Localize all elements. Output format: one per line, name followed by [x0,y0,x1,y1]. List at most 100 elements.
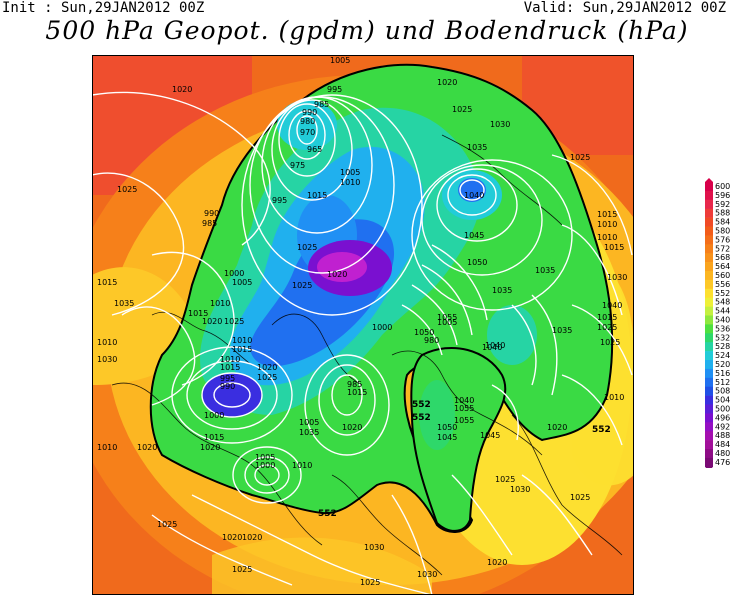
isobar-label: 1010 [604,393,624,402]
isobar-label: 1025 [495,475,515,484]
isobar-label: 1015 [188,309,208,318]
isobar-label: 1015 [220,363,240,372]
isobar-label: 1045 [464,231,484,240]
colorbar-swatch [705,253,713,263]
isobar-label: 1020 [172,85,192,94]
isobar-label: 995 [220,374,235,383]
isobar-label: 1010 [210,299,230,308]
colorbar-label: 500 [715,405,730,414]
colorbar-label: 560 [715,271,730,280]
isobar-label: 980 [300,117,315,126]
colorbar-label: 532 [715,333,730,342]
isobar-label: 1000 [204,411,224,420]
colorbar-label: 524 [715,351,730,360]
isobar-label: 1030 [490,120,510,129]
colorbar-label: 516 [715,369,730,378]
colorbar-swatch [705,199,713,209]
isobar-label: 1010 [597,233,617,242]
colorbar-label: 512 [715,378,730,387]
colorbar-label: 540 [715,316,730,325]
isobar-label: 1055 [437,313,457,322]
isobar-label: 1040 [602,301,622,310]
colorbar-swatch [705,262,713,272]
isobar-label: 1020 [200,443,220,452]
isobar-label: 990 [204,209,219,218]
isobar-label: 1015 [604,243,624,252]
colorbar-swatch [705,333,713,343]
contour-label: 552 [592,425,611,435]
isobar-label: 1020 [342,423,362,432]
colorbar-label: 564 [715,262,730,271]
contour-label: 552 [318,509,337,519]
isobar-label: 1010 [97,338,117,347]
isobar-label: 1025 [292,281,312,290]
colorbar-swatch [705,288,713,298]
isobar-label: 1025 [570,493,590,502]
isobar-label: 1020 [327,270,347,279]
isobar-label: 1025 [360,578,380,587]
isobar-label: 1020 [242,533,262,542]
isobars [92,91,633,595]
isobar-label: 1025 [597,323,617,332]
isobar-label: 1030 [510,485,530,494]
coastlines [111,134,623,576]
colorbar-bottom-arrow [705,466,713,468]
isobar-label: 990 [302,108,317,117]
isobar-label: 1045 [480,431,500,440]
isobar-label: 1005 [437,318,457,327]
isobar-label: 1025 [224,317,244,326]
isobar-label: 1020 [487,558,507,567]
valid-time-label: Valid: Sun,29JAN2012 00Z [523,0,726,16]
isobar-label: 1030 [364,543,384,552]
isobar-label: 1025 [452,105,472,114]
colorbar-label: 600 [715,182,730,191]
colorbar-swatch [705,440,713,450]
colorbar-swatch [705,306,713,316]
colorbar-label: 544 [715,307,730,316]
colorbar-swatch [705,271,713,281]
isobar-label: 1015 [307,191,327,200]
colorbar-label: 504 [715,396,730,405]
isobar-label: 1005 [330,56,350,65]
colorbar-label: 596 [715,191,730,200]
colorbar-swatch [705,208,713,218]
isobar-label: 1025 [117,185,137,194]
isobar-label: 1015 [232,345,252,354]
isobar-label: 1020 [202,317,222,326]
isobar-label: 1040 [464,191,484,200]
colorbar-swatch [705,377,713,387]
isobar-label: 1015 [597,210,617,219]
isobar-label: 1020 [137,443,157,452]
isobar-label: 990 [220,382,235,391]
colorbar-label: 536 [715,324,730,333]
isobar-label: 1040 [485,341,505,350]
isobar-label: 1050 [437,423,457,432]
colorbar-swatch [705,413,713,423]
isobar-label: 1000 [255,461,275,470]
colorbar-swatch [705,360,713,370]
isobar-label: 1035 [467,143,487,152]
isobar-label: 1035 [114,299,134,308]
isobar-label: 1035 [299,428,319,437]
colorbar-label: 520 [715,360,730,369]
colorbar-label: 592 [715,200,730,209]
isobar-label: 985 [202,219,217,228]
colorbar-swatch [705,226,713,236]
weather-map: 1020 1025 1005 1020 985 995 990 980 970 … [92,55,634,595]
colorbar-swatch [705,351,713,361]
colorbar-swatch [705,395,713,405]
colorbar-label: 576 [715,235,730,244]
isobar-label: 1050 [467,258,487,267]
isobar-label: 1010 [292,461,312,470]
isobar-label: 1010 [232,336,252,345]
colorbar-swatch [705,279,713,290]
colorbar-swatch [705,297,713,307]
isobar-label: 1010 [340,178,360,187]
colorbar-label: 572 [715,244,730,253]
field-magenta-core [317,252,367,282]
isobar-label: 970 [300,128,315,137]
field-blue-low-canada [202,373,262,417]
colorbar-swatch [705,182,713,192]
colorbar-label: 484 [715,440,730,449]
colorbar-swatch [705,449,713,459]
